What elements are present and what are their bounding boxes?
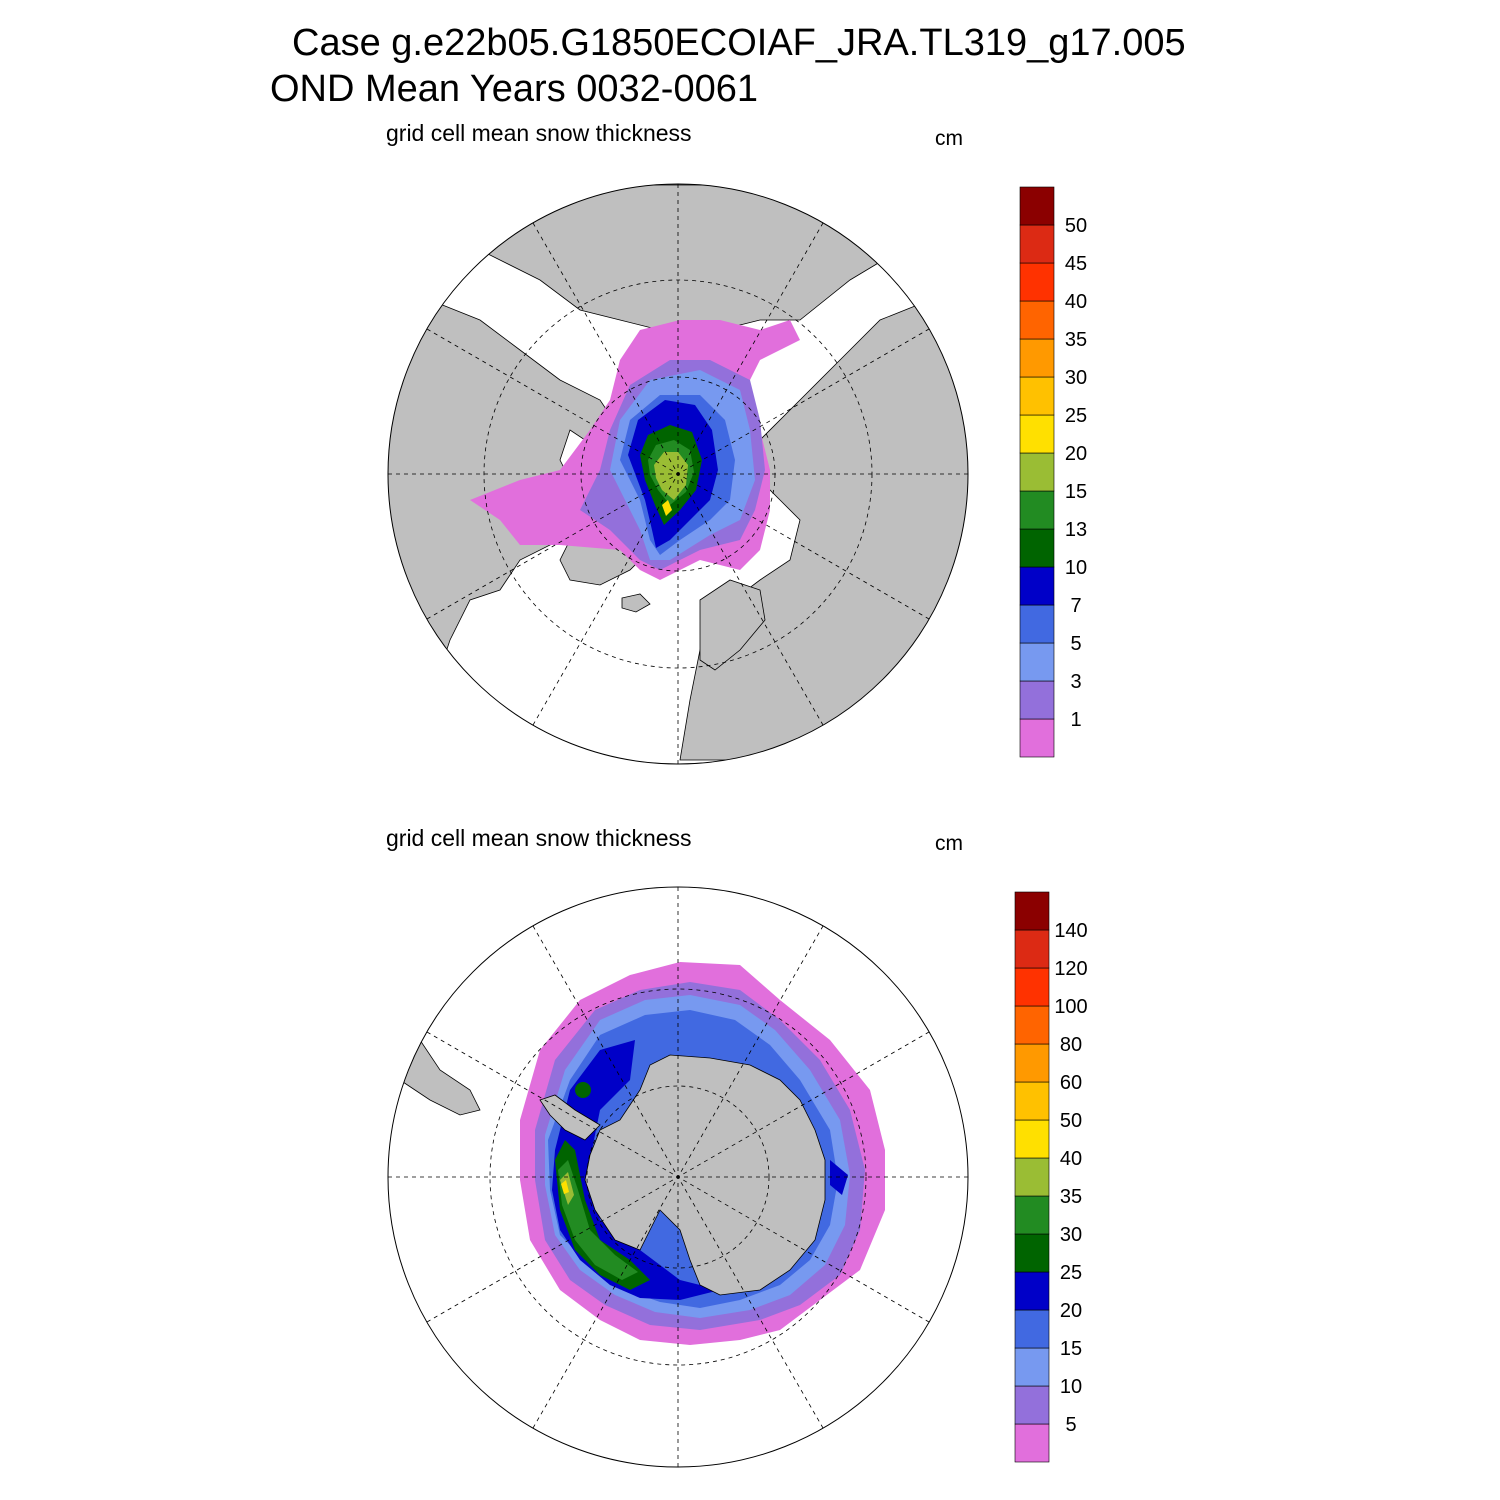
- colorbar-tick-label: 30: [1065, 367, 1087, 389]
- colorbar-swatch: [1014, 1119, 1050, 1159]
- colorbar-tick-label: 10: [1065, 557, 1087, 579]
- colorbar-tick-label: 40: [1060, 1148, 1082, 1170]
- colorbar-tick-label: 50: [1060, 1110, 1082, 1132]
- colorbar-swatch: [1019, 262, 1055, 302]
- colorbar-tick-label: 120: [1054, 958, 1087, 980]
- nh-polar-map: [387, 183, 969, 765]
- sh-snow-spot-30: [575, 1082, 591, 1098]
- colorbar-swatch: [1019, 338, 1055, 378]
- colorbar-tick-label: 1: [1070, 709, 1081, 731]
- colorbar-tick-label: 40: [1065, 291, 1087, 313]
- sh-colorbar: 5 10 15 20 25 30 35 40 50 60 80 100 120 140: [1014, 891, 1088, 1463]
- figure-title-line1: Case g.e22b05.G1850ECOIAF_JRA.TL319_g17.…: [292, 22, 1186, 64]
- colorbar-swatch: [1014, 1157, 1050, 1197]
- colorbar-tick-label: 15: [1065, 481, 1087, 503]
- colorbar-tick-label: 30: [1060, 1224, 1082, 1246]
- colorbar-swatch: [1019, 186, 1055, 226]
- nh-land-scandinavia: [699, 579, 766, 671]
- nh-land-eurasia: [679, 299, 968, 761]
- sh-snow-band-25-east: [830, 1160, 848, 1195]
- colorbar-swatch: [1019, 224, 1055, 264]
- colorbar-tick-label: 35: [1065, 329, 1087, 351]
- colorbar-swatch: [1014, 1271, 1050, 1311]
- colorbar-tick-label: 20: [1060, 1300, 1082, 1322]
- colorbar-tick-label: 25: [1060, 1262, 1082, 1284]
- colorbar-tick-label: 50: [1065, 215, 1087, 237]
- colorbar-swatch: [1019, 490, 1055, 530]
- colorbar-swatch: [1019, 414, 1055, 454]
- colorbar-tick-label: 5: [1065, 1414, 1076, 1436]
- colorbar-swatch: [1014, 1233, 1050, 1273]
- colorbar-swatch: [1019, 300, 1055, 340]
- colorbar-swatch: [1019, 680, 1055, 720]
- sh-polar-map: [387, 886, 969, 1468]
- colorbar-swatch: [1014, 1347, 1050, 1387]
- figure-title-line2: OND Mean Years 0032-0061: [270, 68, 758, 110]
- colorbar-tick-label: 10: [1060, 1376, 1082, 1398]
- sh-snow-band-35: [558, 1160, 638, 1280]
- colorbar-tick-label: 140: [1054, 920, 1087, 942]
- colorbar-swatch: [1019, 376, 1055, 416]
- colorbar-swatch: [1014, 929, 1050, 969]
- colorbar-tick-label: 100: [1054, 996, 1087, 1018]
- colorbar-swatch: [1019, 566, 1055, 606]
- colorbar-tick-label: 80: [1060, 1034, 1082, 1056]
- colorbar-tick-label: 13: [1065, 519, 1087, 541]
- sh-land-antarctica: [584, 1054, 826, 1296]
- colorbar-swatch: [1019, 718, 1055, 758]
- colorbar-tick-label: 60: [1060, 1072, 1082, 1094]
- colorbar-swatch: [1014, 1081, 1050, 1121]
- colorbar-tick-label: 45: [1065, 253, 1087, 275]
- colorbar-tick-label: 25: [1065, 405, 1087, 427]
- colorbar-swatch: [1019, 452, 1055, 492]
- colorbar-swatch: [1019, 604, 1055, 644]
- sh-units: cm: [935, 832, 963, 855]
- nh-graticule: [388, 184, 968, 764]
- nh-snow-band-20: [654, 452, 688, 500]
- colorbar-swatch: [1014, 1195, 1050, 1235]
- colorbar-swatch: [1014, 1005, 1050, 1045]
- colorbar-tick-label: 5: [1070, 633, 1081, 655]
- colorbar-tick-label: 3: [1070, 671, 1081, 693]
- colorbar-tick-label: 15: [1060, 1338, 1082, 1360]
- colorbar-swatch: [1014, 1385, 1050, 1425]
- sh-graticule: [388, 887, 968, 1467]
- colorbar-swatch: [1014, 891, 1050, 931]
- colorbar-swatch: [1014, 1309, 1050, 1349]
- sh-snow-band-50: [561, 1180, 569, 1194]
- sh-snow-band-30: [555, 1140, 650, 1290]
- colorbar-swatch: [1019, 642, 1055, 682]
- nh-subtitle: grid cell mean snow thickness: [386, 120, 692, 146]
- colorbar-swatch: [1014, 1423, 1050, 1463]
- sh-subtitle: grid cell mean snow thickness: [386, 825, 692, 851]
- colorbar-swatch: [1014, 967, 1050, 1007]
- colorbar-tick-label: 20: [1065, 443, 1087, 465]
- colorbar-swatch: [1014, 1043, 1050, 1083]
- nh-snow-band-25: [662, 500, 672, 516]
- nh-land-iceland: [621, 593, 651, 613]
- colorbar-swatch: [1019, 528, 1055, 568]
- nh-units: cm: [935, 127, 963, 150]
- colorbar-tick-label: 7: [1070, 595, 1081, 617]
- colorbar-tick-label: 35: [1060, 1186, 1082, 1208]
